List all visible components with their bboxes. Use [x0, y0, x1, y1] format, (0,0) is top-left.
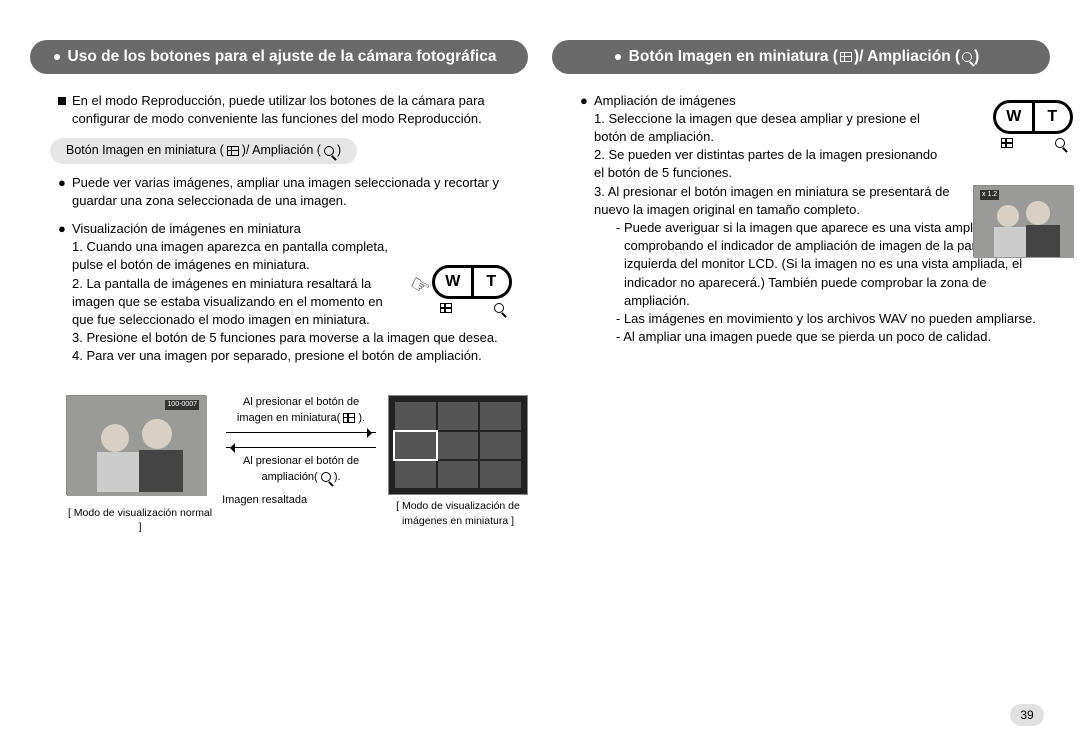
- cap2: [ Modo de visualización de imágenes en m…: [388, 499, 528, 528]
- highlight-label: Imagen resaltada: [222, 493, 380, 508]
- thumbnail-icon: [840, 52, 852, 62]
- t-button[interactable]: T: [474, 268, 510, 296]
- arrow-area: Al presionar el botón de imagen en minia…: [222, 395, 380, 508]
- arrow-right-icon: [226, 432, 376, 433]
- wt-pill: W T: [993, 100, 1073, 134]
- t-button[interactable]: T: [1035, 103, 1071, 131]
- rli1: 1. Seleccione la imagen que desea amplia…: [594, 110, 950, 146]
- magnify-icon: [321, 472, 331, 482]
- normal-view-thumb: 100-0007: [66, 395, 206, 495]
- thumbnail-icon: [440, 303, 452, 313]
- thumbnail-icon: [227, 146, 239, 156]
- magnify-icon: [324, 146, 334, 156]
- magnify-icon: [962, 52, 972, 62]
- p1-row: ● Puede ver varias imágenes, ampliar una…: [58, 174, 520, 210]
- magnify-icon: [1055, 138, 1065, 148]
- right-column: Botón Imagen en miniatura ( )/ Ampliació…: [552, 40, 1050, 535]
- cap1: [ Modo de visualización normal ]: [66, 506, 214, 535]
- h2: Visualización de imágenes en miniatura: [72, 220, 301, 238]
- diagram: 100-0007 [ Modo de visualización normal …: [30, 395, 528, 535]
- thumbnail-grid: [388, 395, 528, 495]
- li3: 3. Presione el botón de 5 funciones para…: [72, 329, 520, 347]
- left-column: Uso de los botones para el ajuste de la …: [30, 40, 528, 535]
- rd2: - Las imágenes en movimiento y los archi…: [606, 310, 1042, 328]
- w-button[interactable]: W: [435, 268, 474, 296]
- square-bullet-icon: [58, 97, 66, 105]
- intro-text: En el modo Reproducción, puede utilizar …: [72, 92, 520, 128]
- rli2: 2. Se pueden ver distintas partes de la …: [594, 146, 950, 182]
- h2-row: ● Visualización de imágenes en miniatura: [58, 220, 520, 238]
- sub-pill: Botón Imagen en miniatura ( )/ Ampliació…: [50, 138, 357, 164]
- thumbnail-icon: [343, 413, 355, 423]
- zoom-indicator: x 1.2: [980, 190, 999, 200]
- li1: 1. Cuando una imagen aparezca en pantall…: [72, 238, 398, 274]
- rli3: 3. Al presionar el botón imagen en minia…: [594, 183, 950, 219]
- wt-pill: W T: [432, 265, 512, 299]
- wt-widget-left: ☞ W T: [432, 265, 512, 313]
- rh2: Ampliación de imágenes: [594, 92, 736, 110]
- wt-widget-right: W T: [993, 100, 1073, 148]
- page-number: 39: [1010, 704, 1044, 726]
- magnify-icon: [494, 303, 504, 313]
- w-button[interactable]: W: [996, 103, 1035, 131]
- intro-row: En el modo Reproducción, puede utilizar …: [58, 92, 520, 128]
- rh2-row: ● Ampliación de imágenes: [580, 92, 1042, 110]
- left-title-pill: Uso de los botones para el ajuste de la …: [30, 40, 528, 74]
- thumbnail-icon: [1001, 138, 1013, 148]
- selected-thumb: [395, 432, 436, 459]
- right-title-pill: Botón Imagen en miniatura ( )/ Ampliació…: [552, 40, 1050, 74]
- image-tag: 100-0007: [165, 400, 199, 410]
- rd3: - Al ampliar una imagen puede que se pie…: [606, 328, 1042, 346]
- li4: 4. Para ver una imagen por separado, pre…: [72, 347, 520, 365]
- p1: Puede ver varias imágenes, ampliar una i…: [72, 174, 520, 210]
- enlarged-preview: x 1.2: [973, 185, 1073, 263]
- left-title: Uso de los botones para el ajuste de la …: [68, 46, 497, 68]
- li2: 2. La pantalla de imágenes en miniatura …: [72, 275, 398, 330]
- arrow-left-icon: [226, 447, 376, 448]
